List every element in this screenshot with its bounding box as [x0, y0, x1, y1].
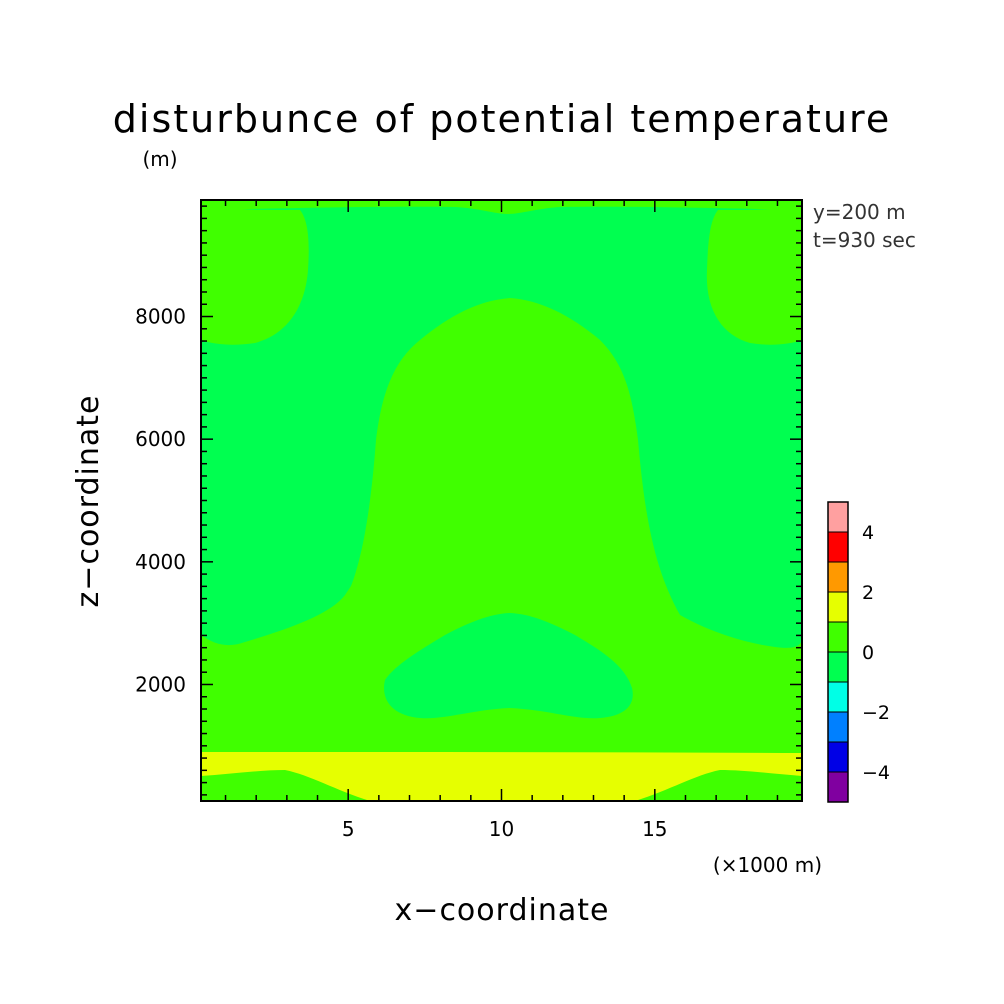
region-surface-layer [201, 752, 802, 801]
contour-fill [201, 200, 802, 801]
colorbar-tick-label: −4 [862, 762, 890, 784]
annotation-y: y=200 m [813, 200, 906, 224]
colorbar-swatch [827, 621, 849, 653]
axes [201, 200, 802, 801]
colorbar-swatch [827, 771, 849, 803]
chart-title: disturbunce of potential temperature [113, 97, 891, 141]
region-bottom-right-dip [635, 770, 802, 801]
colorbar-swatch [827, 651, 849, 683]
x-axis-label: x−coordinate [395, 893, 610, 928]
annotation-t: t=930 sec [813, 228, 916, 252]
colorbar-tick-label: 2 [862, 582, 874, 604]
region-upper-right [706, 200, 802, 345]
y-axis-label: z−coordinate [71, 395, 106, 608]
colorbar-swatch [827, 561, 849, 593]
x-tick-label: 10 [489, 817, 514, 841]
colorbar-swatch [827, 741, 849, 773]
colorbar-tick-label: 4 [862, 522, 874, 544]
colorbar-frame [827, 501, 849, 803]
colorbar-swatch [827, 591, 849, 623]
colorbar-swatch [827, 681, 849, 713]
colorbar-swatch [827, 501, 849, 533]
x-tick-label: 15 [642, 817, 667, 841]
y-tick-label: 8000 [135, 305, 186, 329]
y-tick-label: 2000 [135, 672, 186, 696]
y-tick-label: 6000 [135, 427, 186, 451]
x-unit-label: (×1000 m) [713, 853, 822, 877]
region-upper-left [201, 200, 309, 345]
x-tick-label: 5 [342, 817, 355, 841]
region-central-plume [345, 298, 680, 615]
colorbar-tick-label: −2 [862, 702, 890, 724]
region-bottom-left-dip [201, 770, 370, 801]
z-unit-label: (m) [142, 147, 177, 171]
y-tick-label: 4000 [135, 550, 186, 574]
colorbar-swatch [827, 711, 849, 743]
colorbar [827, 501, 849, 803]
colorbar-tick-label: 0 [862, 642, 874, 664]
colorbar-swatch [827, 531, 849, 563]
region-lobe [384, 613, 633, 719]
